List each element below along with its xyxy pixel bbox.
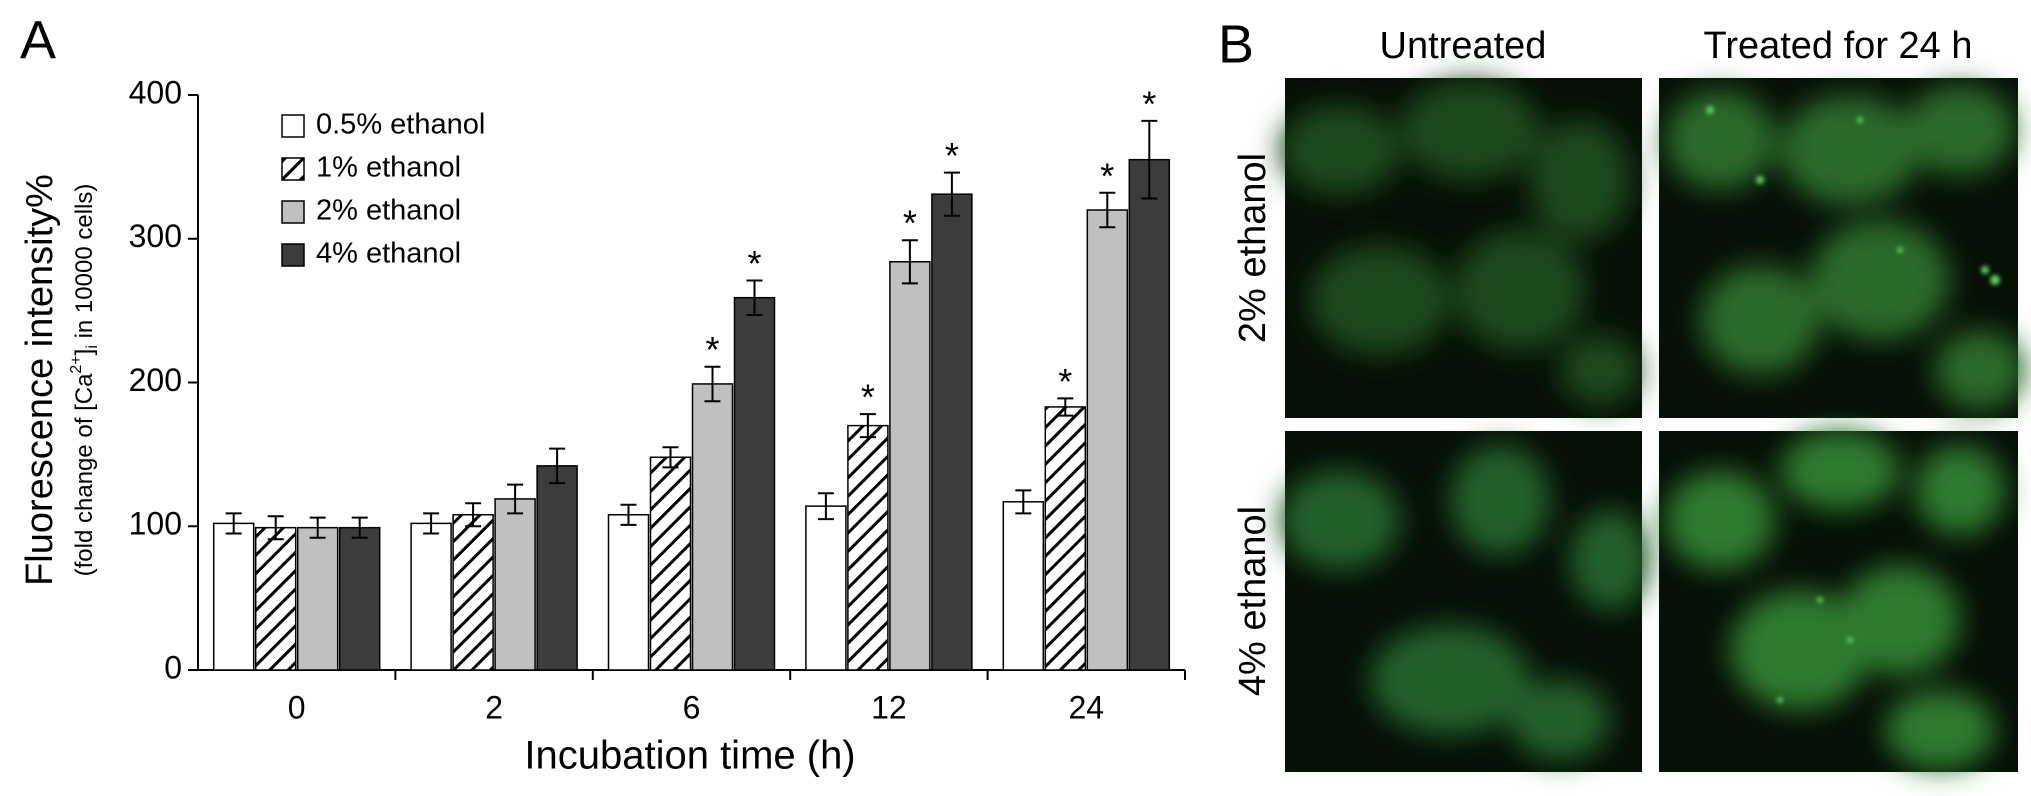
legend-label: 4% ethanol xyxy=(316,238,461,270)
micrograph xyxy=(1659,430,2018,772)
bar xyxy=(338,526,381,671)
row-header: 2% ethanol xyxy=(1232,153,1274,343)
x-tick-label: 2 xyxy=(485,689,503,725)
panel-b: B Untreated Treated for 24 h 2% ethanol … xyxy=(1218,14,2025,772)
x-tick-label: 12 xyxy=(871,689,907,725)
bar xyxy=(847,424,889,671)
bar xyxy=(691,383,734,671)
legend-label: 0.5% ethanol xyxy=(316,109,485,141)
bar xyxy=(296,526,339,671)
bar xyxy=(931,193,973,671)
bar xyxy=(254,526,297,671)
bar xyxy=(607,514,650,671)
error-bar xyxy=(549,447,566,485)
error-bar xyxy=(662,446,679,469)
significance-marker: * xyxy=(903,203,917,244)
error-bar xyxy=(746,279,763,316)
legend-swatch xyxy=(281,157,305,181)
error-bar xyxy=(1141,119,1158,200)
error-bar xyxy=(859,413,876,439)
error-bar xyxy=(817,492,834,521)
error-bar xyxy=(507,483,524,515)
panel-label: A xyxy=(20,10,56,70)
bar xyxy=(452,514,494,671)
y-tick-label: 300 xyxy=(129,218,182,254)
error-bar xyxy=(465,502,482,528)
error-bar xyxy=(943,171,960,217)
legend-swatch xyxy=(281,114,305,138)
x-axis-title: Incubation time (h) xyxy=(524,734,855,778)
row-header: 4% ethanol xyxy=(1232,506,1274,696)
bar xyxy=(212,522,255,671)
legend-swatch xyxy=(281,200,305,224)
y-sub-part: (fold change of [Ca xyxy=(71,373,98,576)
x-tick-label: 24 xyxy=(1069,689,1105,725)
error-bar xyxy=(423,512,440,535)
error-bar xyxy=(704,365,721,403)
y-tick-label: 100 xyxy=(129,506,182,542)
y-axis-subtitle: (fold change of [Ca2+]i in 10000 cells) xyxy=(68,184,101,577)
y-tick-label: 200 xyxy=(129,362,182,398)
significance-marker: * xyxy=(1100,155,1114,196)
error-bar xyxy=(620,503,637,526)
bar xyxy=(536,465,578,671)
significance-marker: * xyxy=(945,135,959,176)
plot: 0 100 200 300 400 0 2 6 * * 12 * * * 24 * * * 0.5% ethanol… xyxy=(129,74,1186,725)
y-sub-sup: 2+ xyxy=(68,355,85,373)
legend-label: 2% ethanol xyxy=(316,195,461,227)
panel-label: B xyxy=(1218,14,1254,74)
y-axis-title: Fluorescence intensity% xyxy=(19,174,61,586)
error-bar xyxy=(1015,489,1032,515)
error-bar xyxy=(225,512,242,535)
significance-marker: * xyxy=(747,243,761,284)
bar xyxy=(733,296,776,671)
error-bar xyxy=(351,516,368,539)
column-header: Untreated xyxy=(1380,25,1547,67)
error-bar xyxy=(1057,397,1074,417)
column-header: Treated for 24 h xyxy=(1704,25,1973,67)
significance-marker: * xyxy=(861,377,875,418)
bar xyxy=(889,261,931,671)
micrograph xyxy=(1280,431,1650,772)
y-tick-label: 0 xyxy=(164,649,182,685)
x-tick-label: 0 xyxy=(288,689,306,725)
bar xyxy=(1002,501,1045,671)
bar xyxy=(649,456,692,671)
legend-swatch xyxy=(281,243,305,267)
y-sub-part: ] xyxy=(71,349,98,356)
micrograph xyxy=(1659,78,2025,418)
x-tick-label: 6 xyxy=(683,689,701,725)
bar xyxy=(1128,158,1171,671)
error-bar xyxy=(267,515,284,541)
significance-marker: * xyxy=(1142,83,1156,124)
y-sub-part: in 10000 cells) xyxy=(71,184,98,345)
legend-label: 1% ethanol xyxy=(316,152,461,184)
significance-marker: * xyxy=(1058,361,1072,402)
bar xyxy=(805,505,847,671)
error-bar xyxy=(309,516,326,539)
error-bar xyxy=(901,239,918,285)
y-tick-label: 400 xyxy=(129,74,182,110)
significance-marker: * xyxy=(705,329,719,370)
y-sub-sub: i xyxy=(84,345,101,349)
micrograph xyxy=(1280,78,1642,418)
error-bar xyxy=(1099,191,1116,229)
bar xyxy=(494,498,536,671)
bar xyxy=(410,522,452,671)
bar xyxy=(1086,209,1129,671)
bar xyxy=(1044,406,1087,671)
